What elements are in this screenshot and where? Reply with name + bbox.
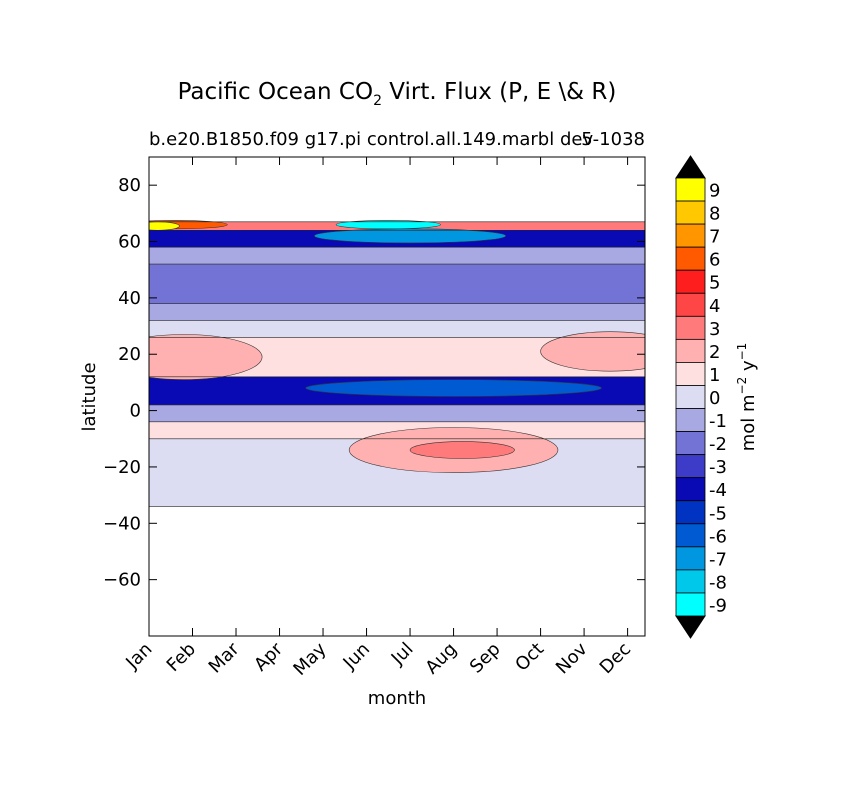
colorbar-segment-9 <box>675 177 706 202</box>
heatmap-blobs <box>149 220 645 473</box>
plot-area <box>148 156 646 637</box>
x-tick-label: Oct <box>511 639 548 676</box>
colorbar-tick-label: -9 <box>709 595 727 616</box>
heatmap-blob-3 <box>409 441 515 459</box>
x-tick-label: Apr <box>250 638 287 675</box>
colorbar-tick-label: 2 <box>709 342 720 363</box>
colorbar-tick-label: -8 <box>709 572 727 593</box>
y-axis: 80 60 40 20 0 −20 −40 −60 <box>103 175 645 591</box>
x-tick-label: Aug <box>421 639 461 679</box>
heatmap-blob-0 <box>149 334 263 380</box>
y-tick-label: 40 <box>118 288 141 309</box>
y-tick-label: −60 <box>103 570 141 591</box>
colorbar-tick-label: -4 <box>709 480 727 501</box>
y-tick-label: −20 <box>103 457 141 478</box>
x-tick-label: May <box>289 638 330 679</box>
x-tick-label: Mar <box>205 638 244 677</box>
heatmap-blob-5 <box>314 228 507 244</box>
colorbar-segment--8 <box>675 569 706 594</box>
contour-lines <box>149 221 645 507</box>
chart-subtitle-right: 5-1038 <box>581 129 645 150</box>
colorbar-segment-3 <box>675 315 706 340</box>
colorbar-segment-0 <box>675 385 706 409</box>
colorbar-label-sup1: −2 <box>735 377 749 395</box>
y-tick-label: −40 <box>103 513 141 534</box>
colorbar-segment-5 <box>675 269 706 294</box>
colorbar-tick-label: 3 <box>709 319 720 340</box>
colorbar-tick-label: 9 <box>709 181 720 202</box>
colorbar-segment-6 <box>675 246 706 271</box>
colorbar-label-sup2: −1 <box>735 343 749 361</box>
y-tick-label: 20 <box>118 344 141 365</box>
colorbar-tick-label: -7 <box>709 549 727 570</box>
y-tick-label: 80 <box>118 175 141 196</box>
plot-frame <box>148 156 646 637</box>
colorbar-label-main: mol m <box>738 394 759 451</box>
colorbar-label-mid: y <box>738 360 759 377</box>
y-tick-label: 0 <box>130 401 141 422</box>
x-tick-label: Feb <box>163 639 200 676</box>
colorbar-label: mol m−2 y−1 <box>735 343 759 452</box>
colorbar-segment--2 <box>675 431 706 456</box>
colorbar-segment-4 <box>675 292 706 317</box>
colorbar-tick-label: -1 <box>709 411 727 432</box>
heatmap-blob-8 <box>149 221 180 231</box>
colorbar-segment-7 <box>675 223 706 248</box>
colorbar-tick-label: -5 <box>709 503 727 524</box>
colorbar-segment--4 <box>675 477 706 502</box>
chart-title: Pacific Ocean CO2 Virt. Flux (P, E \& R) <box>178 79 617 109</box>
colorbar-segment-1 <box>675 362 706 386</box>
x-tick-label: Nov <box>552 638 592 678</box>
colorbar-segment--7 <box>675 546 706 571</box>
heatmap-band-8 <box>149 404 645 422</box>
heatmap-blob-4 <box>305 379 602 397</box>
colorbar-tick-label: 4 <box>709 296 720 317</box>
colorbar-extend-bottom <box>675 615 706 639</box>
colorbar-segment-8 <box>675 200 706 225</box>
colorbar-tick-label: 6 <box>709 250 720 271</box>
colorbar-tick-label: 7 <box>709 227 720 248</box>
x-tick-label: Sep <box>466 639 505 678</box>
colorbar-tick-label: -2 <box>709 434 727 455</box>
colorbar-segment--5 <box>675 500 706 525</box>
colorbar-segment--1 <box>675 408 706 432</box>
colorbar-segment--3 <box>675 454 706 479</box>
heatmap-band-3 <box>149 264 645 304</box>
colorbar-tick-label: -6 <box>709 526 727 547</box>
colorbar-tick-label: 0 <box>709 388 720 409</box>
heatmap-band-5 <box>149 320 645 338</box>
colorbar-tick-label: 8 <box>709 204 720 225</box>
chart-title-main: Pacific Ocean CO <box>178 79 373 105</box>
x-tick-label: Jan <box>121 639 156 674</box>
colorbar-segment--6 <box>675 523 706 548</box>
heatmap-blob-6 <box>335 220 441 230</box>
x-tick-label: Jul <box>387 639 418 670</box>
x-axis-label: month <box>368 688 426 709</box>
heatmap-blob-1 <box>540 331 645 372</box>
y-tick-label: 60 <box>118 232 141 253</box>
colorbar-segment-2 <box>675 338 706 363</box>
colorbar-extend-top <box>675 155 706 179</box>
x-tick-label: Jun <box>339 639 374 674</box>
colorbar-segment--9 <box>675 592 706 617</box>
chart-title-rest: Virt. Flux (P, E \& R) <box>382 79 616 105</box>
colorbar-tick-label: 1 <box>709 365 720 386</box>
colorbar-tick-label: -3 <box>709 457 727 478</box>
chart-subtitle-left: b.e20.B1850.f09 g17.pi control.all.149.m… <box>149 129 593 150</box>
colorbar-tick-label: 5 <box>709 273 720 294</box>
x-tick-label: Dec <box>596 639 635 678</box>
heatmap-band-2 <box>149 247 645 265</box>
y-axis-label: latitude <box>79 362 100 431</box>
heatmap-band-4 <box>149 303 645 321</box>
chart-title-subscript: 2 <box>373 93 382 109</box>
